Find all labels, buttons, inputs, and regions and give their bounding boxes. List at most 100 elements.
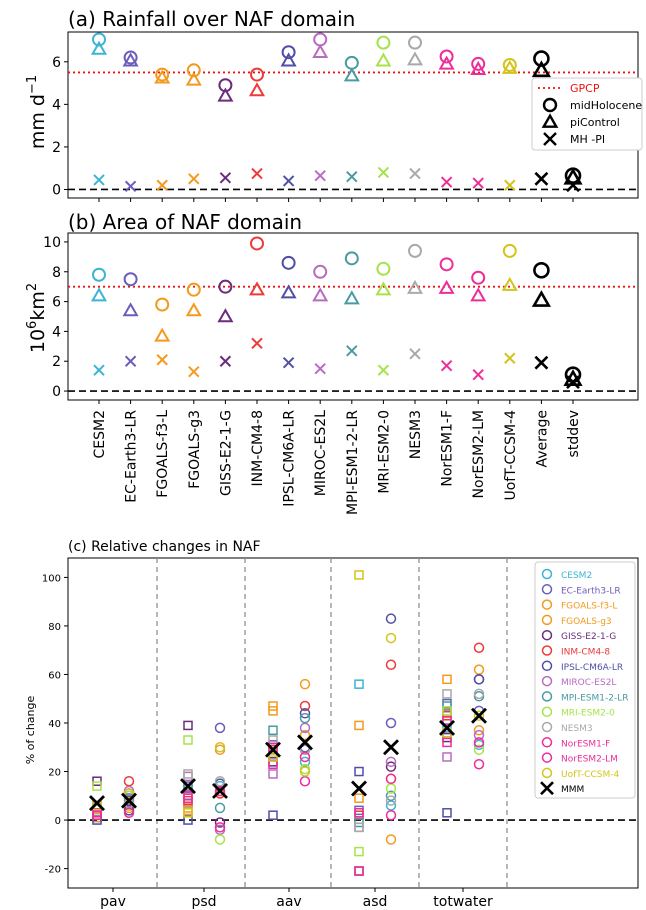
square-aav-IPSL-CM6A-LR <box>268 810 278 820</box>
marker-triangle-FGOALS-g3 <box>185 71 202 86</box>
mmm-circle-group-pav-stroke2 <box>121 792 137 809</box>
y-tick-label: 6 <box>52 55 61 71</box>
category-label-CESM2: CESM2 <box>92 410 108 459</box>
mmm-circle-group-totwater <box>471 707 487 724</box>
marker-x-Average-stroke2 <box>534 171 549 186</box>
legend-label-FGOALS-f3-L: FGOALS-f3-L <box>561 602 617 612</box>
marker-x-Average <box>534 355 549 370</box>
circle-asd-NESM3 <box>385 795 397 806</box>
circle-aav-INM-CM4-8 <box>299 700 311 712</box>
marker-triangle-IPSL-CM6A-LR <box>280 284 297 299</box>
legend-label-MPI-ESM1-2-LR: MPI-ESM1-2-LR <box>561 693 628 703</box>
marker-x-INM-CM4-8-stroke2 <box>251 167 263 180</box>
square-totwater-NorESM1-F <box>442 737 452 748</box>
marker-circle-INM-CM4-8 <box>250 236 264 251</box>
marker-triangle-NorESM2-LM <box>470 60 487 75</box>
category-label-EC-Earth3-LR: EC-Earth3-LR <box>124 410 140 503</box>
mmm-square-group-pav <box>89 795 105 812</box>
y-tick-label: 2 <box>52 354 61 370</box>
marker-x-MPI-ESM1-2-LR <box>346 345 358 357</box>
category-label-NESM3: NESM3 <box>408 410 424 459</box>
marker-x-NorESM1-F <box>440 176 453 188</box>
circle-totwater-MIROC-ES2L <box>473 729 485 741</box>
legend-label-mmm: MMM <box>561 785 584 795</box>
legend-label-GISS-E2-1-G: GISS-E2-1-G <box>561 632 616 642</box>
legend-box <box>534 561 636 799</box>
legend-label-NESM3: NESM3 <box>561 724 593 734</box>
marker-triangle-NESM3 <box>406 51 424 66</box>
legend-label-FGOALS-g3: FGOALS-g3 <box>561 617 612 627</box>
marker-x-MRI-ESM2-0-stroke2 <box>377 166 390 179</box>
panel-c-relative-changes: (c) Relative changes in NAF % of change … <box>24 539 639 910</box>
marker-x-NorESM2-LM <box>472 368 484 381</box>
marker-x-FGOALS-g3 <box>188 365 200 378</box>
circle-asd-EC-Earth3-LR <box>385 717 397 729</box>
category-label-NorESM2-LM: NorESM2-LM <box>471 410 487 498</box>
marker-x-MRI-ESM2-0 <box>377 166 390 179</box>
marker-circle-CESM2 <box>92 32 106 47</box>
circle-asd-IPSL-CM6A-LR <box>385 613 397 624</box>
marker-x-MIROC-ES2L-stroke2 <box>314 169 326 182</box>
mmm-square-group-aav-stroke2 <box>265 741 281 758</box>
marker-x-IPSL-CM6A-LR-stroke2 <box>282 175 295 187</box>
category-label-INM-CM4-8: INM-CM4-8 <box>250 410 266 486</box>
marker-x-EC-Earth3-LR <box>124 355 137 367</box>
category-label-UofT-CCSM-4: UofT-CCSM-4 <box>503 410 519 501</box>
marker-circle-FGOALS-f3-L <box>155 67 170 82</box>
square-totwater-INM-CM4-8 <box>442 710 452 721</box>
legend-marker-IPSL-CM6A-LR <box>541 660 553 672</box>
marker-circle-NESM3 <box>408 243 422 258</box>
legend-gpcp-label: GPCP <box>570 82 600 95</box>
marker-triangle-FGOALS-g3 <box>185 302 202 317</box>
mmm-circle-group-asd-stroke2 <box>383 739 399 756</box>
marker-circle-NorESM1-F <box>439 257 454 272</box>
marker-circle-FGOALS-f3-L <box>155 297 170 312</box>
legend-marker-x-stroke2 <box>543 132 557 146</box>
marker-circle-MPI-ESM1-2-LR <box>344 55 359 70</box>
square-totwater-MIROC-ES2L <box>442 752 452 762</box>
square-psd-NESM3 <box>183 769 193 779</box>
legend-marker-NorESM2-LM <box>541 752 553 763</box>
marker-triangle-MPI-ESM1-2-LR <box>343 67 360 82</box>
panel-a-rainfall: (a) Rainfall over NAF domain mm d−1 0 2 4 6… <box>25 7 643 202</box>
y-tick-label: 2 <box>52 140 61 156</box>
legend-label-circle: midHolocene <box>570 99 642 112</box>
legend-label-EC-Earth3-LR: EC-Earth3-LR <box>561 586 621 596</box>
marker-x-MRI-ESM2-0-stroke2 <box>377 364 390 376</box>
panel-b-ylabel: 106km2 <box>25 283 49 353</box>
marker-triangle-CESM2 <box>90 40 108 55</box>
marker-triangle-EC-Earth3-LR <box>122 52 139 67</box>
mmm-square-group-psd-stroke2 <box>180 778 196 795</box>
marker-x-CESM2 <box>93 174 105 186</box>
circle-aav-FGOALS-f3-L <box>299 678 311 690</box>
square-pav-NorESM2-LM <box>92 810 102 820</box>
marker-x-NESM3 <box>409 167 421 180</box>
marker-x-NorESM2-LM-stroke2 <box>472 368 484 381</box>
marker-x-INM-CM4-8 <box>251 167 263 180</box>
square-totwater-FGOALS-f3-L <box>442 674 452 685</box>
legend-label-INM-CM4-8: INM-CM4-8 <box>561 648 610 658</box>
legend-marker-mmm-stroke2 <box>540 781 554 796</box>
circle-pav-INM-CM4-8 <box>123 775 135 787</box>
marker-triangle-UofT-CCSM-4 <box>501 59 518 74</box>
square-psd-UofT-CCSM-4 <box>183 808 193 818</box>
marker-x-INM-CM4-8-stroke2 <box>251 337 263 350</box>
marker-x-Average-stroke2 <box>534 355 549 370</box>
mmm-square-group-aav <box>265 741 281 758</box>
marker-circle-IPSL-CM6A-LR <box>281 255 296 270</box>
category-label-asd: asd <box>363 894 388 910</box>
marker-circle-INM-CM4-8 <box>250 67 264 82</box>
square-aav-MPI-ESM1-2-LR <box>268 725 278 736</box>
category-label-aav: aav <box>276 894 301 910</box>
legend-marker-circle <box>542 97 558 113</box>
circle-aav-IPSL-CM6A-LR <box>299 708 311 719</box>
category-label-GISS-E2-1-G: GISS-E2-1-G <box>218 410 234 496</box>
circle-psd-UofT-CCSM-4 <box>214 742 226 753</box>
marker-x-NESM3-stroke2 <box>409 167 421 180</box>
marker-circle-Average <box>533 261 550 279</box>
marker-x-MRI-ESM2-0 <box>377 364 390 376</box>
marker-circle-Average <box>533 50 550 67</box>
marker-x-stddev-stroke2 <box>566 178 580 193</box>
marker-x-UofT-CCSM-4-stroke2 <box>504 179 516 191</box>
